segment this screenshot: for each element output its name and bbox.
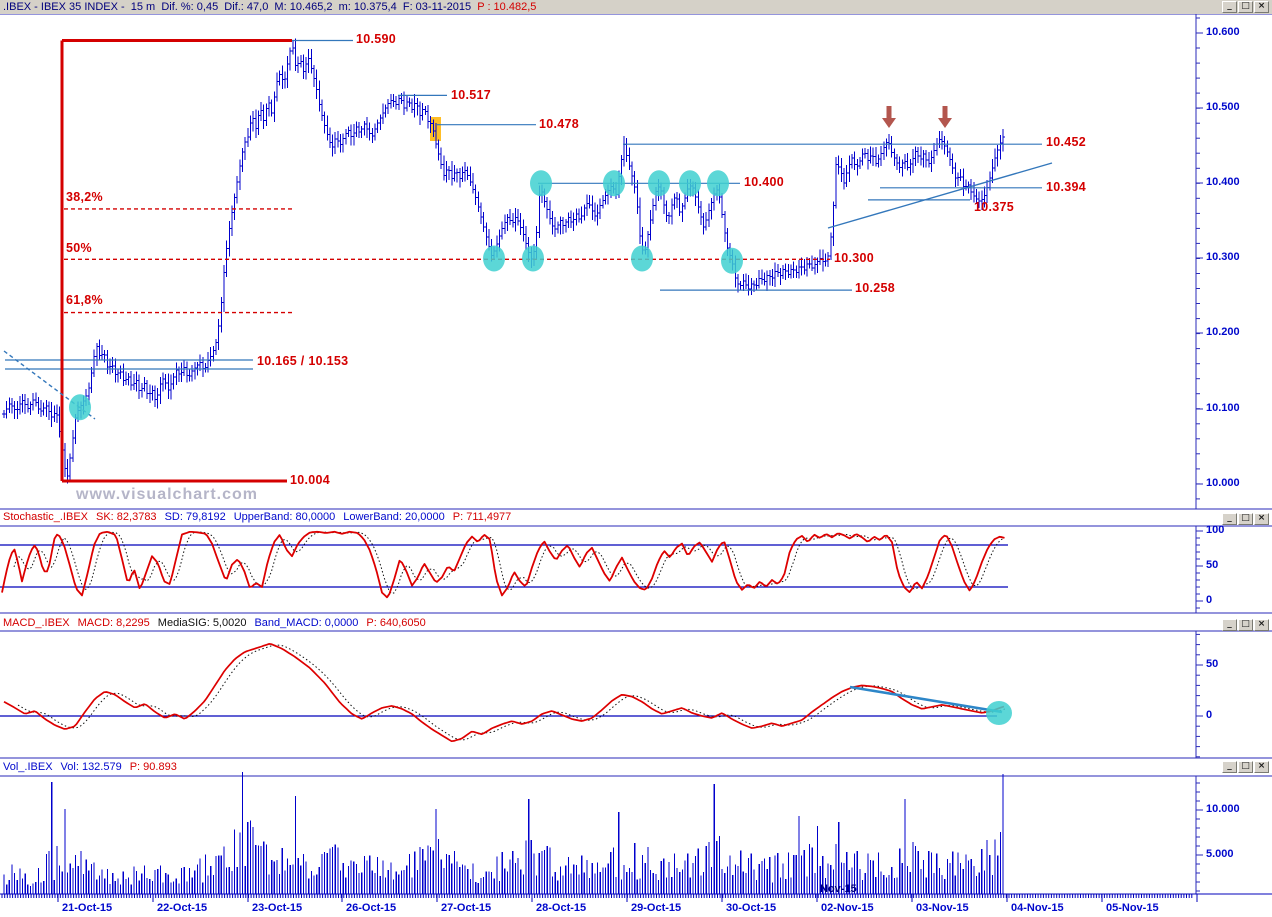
macd-highlight-ellipse[interactable]: [986, 701, 1012, 725]
cyan-highlight-ellipse[interactable]: [721, 247, 743, 274]
time-axis-label: 22-Oct-15: [157, 902, 208, 914]
macd-header-segment: Band_MACD: 0,0000: [254, 617, 359, 629]
cyan-highlight-ellipse[interactable]: [631, 245, 653, 272]
stochastic-header-segment: Stochastic_.IBEX: [3, 511, 88, 523]
volume-header: Vol_.IBEX Vol: 132.579 P: 90.893: [3, 761, 185, 775]
price-annotation-label: 10.478: [539, 117, 580, 131]
cyan-highlight-ellipse[interactable]: [522, 245, 544, 272]
macd-axis[interactable]: [1197, 631, 1272, 758]
price-annotation-label: 10.452: [1046, 135, 1087, 149]
volume-axis-label: 5.000: [1206, 848, 1234, 860]
time-axis-label: 30-Oct-15: [726, 902, 777, 914]
macd-header-segment: MediaSIG: 5,0020: [157, 617, 247, 629]
price-annotation-label: 10.300: [834, 251, 875, 265]
minimize-button[interactable]: _: [1222, 513, 1237, 525]
minimize-button[interactable]: _: [1222, 1, 1237, 13]
stochastic-axis-label: 100: [1206, 524, 1225, 536]
last-price: P : 10.482,5: [477, 1, 537, 13]
price-annotation-label: 50%: [66, 241, 92, 255]
cyan-highlight-ellipse[interactable]: [530, 170, 552, 197]
watermark-text: www.visualchart.com: [76, 486, 259, 503]
close-button[interactable]: ×: [1254, 619, 1269, 631]
maximize-button[interactable]: □: [1238, 619, 1253, 631]
price-annotation-label: 10.590: [356, 32, 397, 46]
price-axis-label: 10.000: [1206, 477, 1240, 489]
price-annotation-label: 10.517: [451, 88, 492, 102]
volume-axis-label: 10.000: [1206, 803, 1240, 815]
time-axis-label: 29-Oct-15: [631, 902, 682, 914]
macd-axis-label: 0: [1206, 709, 1213, 721]
stochastic-header: Stochastic_.IBEX SK: 82,3783 SD: 79,8192 Up…: [3, 511, 519, 525]
stochastic-axis-label: 50: [1206, 559, 1219, 571]
maximize-button[interactable]: □: [1238, 1, 1253, 13]
macd-header-segment: MACD_.IBEX: [3, 617, 70, 629]
close-button[interactable]: ×: [1254, 513, 1269, 525]
rising-trendline: [827, 162, 1053, 229]
stochastic-axis-label: 0: [1206, 594, 1213, 606]
price-annotation-label: 10.400: [744, 175, 785, 189]
time-axis-label: 02-Nov-15: [821, 902, 874, 914]
maximize-button[interactable]: □: [1238, 761, 1253, 773]
time-axis-label: 03-Nov-15: [916, 902, 969, 914]
macd-header-segment: P: 640,6050: [366, 617, 426, 629]
volume-bars: [3, 772, 1004, 894]
stochastic-header-segment: LowerBand: 20,0000: [343, 511, 445, 523]
macd-header: MACD_.IBEX MACD: 8,2295 MediaSIG: 5,0020 Ba…: [3, 617, 434, 631]
time-axis-label: 27-Oct-15: [441, 902, 492, 914]
stochastic-header-segment: UpperBand: 80,0000: [233, 511, 336, 523]
maximize-button[interactable]: □: [1238, 513, 1253, 525]
stochastic-header-segment: SK: 82,3783: [96, 511, 157, 523]
macd-trendline: [849, 685, 1003, 714]
volume-axis[interactable]: [1197, 776, 1272, 894]
price-axis-label: 10.500: [1206, 101, 1240, 113]
price-axis-label: 10.400: [1206, 176, 1240, 188]
macd-axis-label: 50: [1206, 658, 1219, 670]
stochastic-header-segment: P: 711,4977: [452, 511, 512, 523]
close-button[interactable]: ×: [1254, 761, 1269, 773]
stoch-sk-line: [1, 530, 1005, 599]
month-label: Nov-15: [820, 883, 857, 895]
minimize-button[interactable]: _: [1222, 761, 1237, 773]
macd-line: [3, 643, 1005, 743]
time-axis-label: 23-Oct-15: [252, 902, 303, 914]
price-axis-label: 10.200: [1206, 326, 1240, 338]
price-axis-label: 10.100: [1206, 402, 1240, 414]
instrument-info: .IBEX - IBEX 35 INDEX - 15 m Dif. %: 0,4…: [3, 1, 478, 13]
time-axis-label: 04-Nov-15: [1011, 902, 1064, 914]
time-axis-label: 21-Oct-15: [62, 902, 113, 914]
macd-header-segment: MACD: 8,2295: [77, 617, 150, 629]
cyan-highlight-ellipse[interactable]: [483, 245, 505, 272]
price-annotation-label: 10.375: [974, 200, 1015, 214]
time-axis-label: 28-Oct-15: [536, 902, 587, 914]
volume-header-segment: P: 90.893: [129, 761, 177, 773]
volume-header-segment: Vol: 132.579: [60, 761, 122, 773]
price-axis-label: 10.600: [1206, 26, 1240, 38]
cyan-highlight-ellipse[interactable]: [707, 170, 729, 197]
minimize-button[interactable]: _: [1222, 619, 1237, 631]
price-annotation-label: 10.004: [290, 473, 331, 487]
price-annotation-label: 10.165 / 10.153: [257, 354, 349, 368]
price-bar-ticks: [2, 47, 1005, 477]
price-annotation-label: 61,8%: [66, 293, 103, 307]
cyan-highlight-ellipse[interactable]: [603, 170, 625, 197]
down-arrow-icon: [882, 106, 896, 128]
title-bar[interactable]: .IBEX - IBEX 35 INDEX - 15 m Dif. %: 0,4…: [0, 0, 1272, 14]
close-button[interactable]: ×: [1254, 1, 1269, 13]
price-annotation-label: 10.258: [855, 281, 896, 295]
stochastic-header-segment: SD: 79,8192: [164, 511, 226, 523]
time-axis-label: 26-Oct-15: [346, 902, 397, 914]
stoch-sd-line: [13, 531, 1005, 594]
cyan-highlight-ellipse[interactable]: [679, 170, 701, 197]
macd-signal-line: [17, 644, 1006, 741]
volume-header-segment: Vol_.IBEX: [3, 761, 53, 773]
cyan-highlight-ellipse[interactable]: [69, 394, 91, 421]
down-arrow-icon: [938, 106, 952, 128]
price-annotation-label: 38,2%: [66, 190, 103, 204]
price-axis-label: 10.300: [1206, 251, 1240, 263]
cyan-highlight-ellipse[interactable]: [648, 170, 670, 197]
time-axis-label: 05-Nov-15: [1106, 902, 1159, 914]
price-annotation-label: 10.394: [1046, 180, 1087, 194]
